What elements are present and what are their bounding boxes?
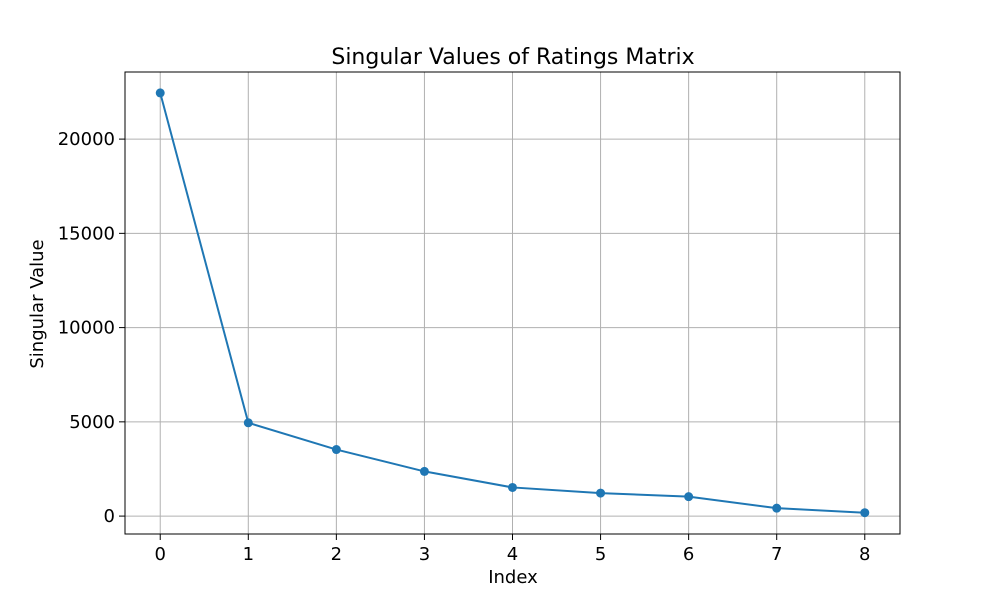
data-point xyxy=(596,488,606,498)
y-tick-label: 10000 xyxy=(58,318,115,339)
x-tick-label: 8 xyxy=(859,544,870,565)
data-point xyxy=(684,492,694,502)
x-tick-label: 3 xyxy=(419,544,430,565)
x-tick-label: 1 xyxy=(243,544,254,565)
data-point xyxy=(508,482,517,492)
data-point xyxy=(419,466,429,476)
x-tick-label: 2 xyxy=(331,544,342,565)
chart-title: Singular Values of Ratings Matrix xyxy=(331,45,694,70)
plot-area: 0 1 2 3 4 5 6 7 8 0 5000 10000 15000 20000 xyxy=(58,71,901,565)
data-point xyxy=(155,88,165,98)
x-tick-label: 6 xyxy=(683,544,694,565)
data-point xyxy=(331,445,341,455)
y-axis-label: Singular Value xyxy=(27,239,48,368)
axes-frame xyxy=(124,71,901,535)
data-point xyxy=(860,508,870,518)
x-tick-label: 5 xyxy=(595,544,606,565)
y-tick-label: 20000 xyxy=(58,129,115,150)
y-tick-label: 15000 xyxy=(58,223,115,244)
x-tick-label: 7 xyxy=(771,544,782,565)
data-point xyxy=(772,503,782,513)
y-tick-label: 5000 xyxy=(69,412,115,433)
data-point xyxy=(243,418,253,428)
x-tick-label: 4 xyxy=(507,544,518,565)
x-axis-label: Index xyxy=(488,567,538,588)
y-tick-label: 0 xyxy=(104,506,115,527)
x-tick-label: 0 xyxy=(155,544,166,565)
